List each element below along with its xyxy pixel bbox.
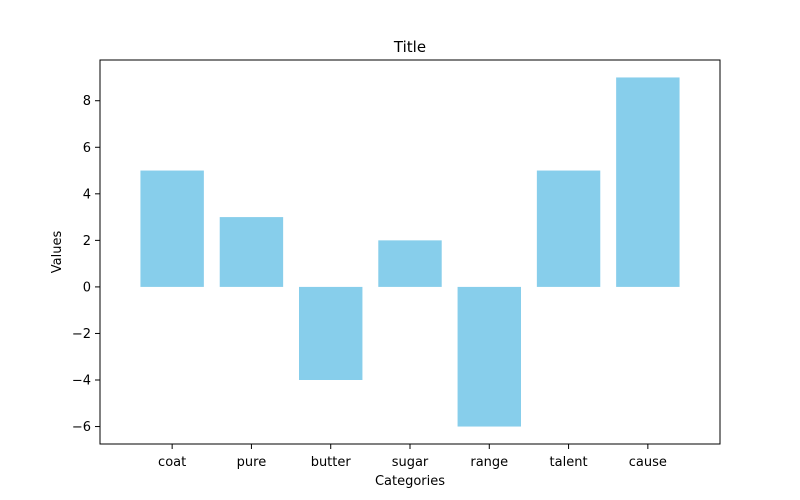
chart-title: Title (393, 38, 426, 56)
y-axis-label: Values (50, 231, 65, 274)
x-tick-label: pure (237, 455, 267, 470)
bar-pure (219, 217, 284, 287)
x-tick-label: range (470, 455, 508, 470)
bar-coat (140, 170, 204, 287)
bars-group (140, 77, 680, 427)
y-tick-label: 6 (83, 141, 91, 156)
x-tick-label: butter (311, 455, 352, 470)
x-axis-ticks: coat pure butter sugar range talent cause (158, 444, 667, 470)
x-axis-label: Categories (375, 474, 445, 489)
x-tick-label: talent (550, 455, 588, 470)
y-tick-label: 4 (83, 187, 91, 202)
y-tick-label: −2 (72, 327, 91, 342)
bar-butter (299, 286, 363, 380)
bar-sugar (378, 240, 442, 287)
x-tick-label: coat (158, 455, 186, 470)
bar-talent (536, 170, 601, 287)
x-tick-label: cause (629, 455, 667, 470)
y-tick-label: −6 (72, 420, 91, 435)
plot-frame (99, 59, 721, 445)
bar-range (457, 286, 521, 427)
y-tick-label: −4 (72, 374, 91, 389)
x-tick-label: sugar (392, 455, 429, 470)
y-tick-label: 8 (83, 94, 91, 109)
y-axis-ticks: −6 −4 −2 0 2 4 6 8 (72, 94, 100, 435)
y-tick-label: 0 (83, 280, 91, 295)
y-tick-label: 2 (83, 234, 91, 249)
bar-cause (616, 77, 680, 287)
